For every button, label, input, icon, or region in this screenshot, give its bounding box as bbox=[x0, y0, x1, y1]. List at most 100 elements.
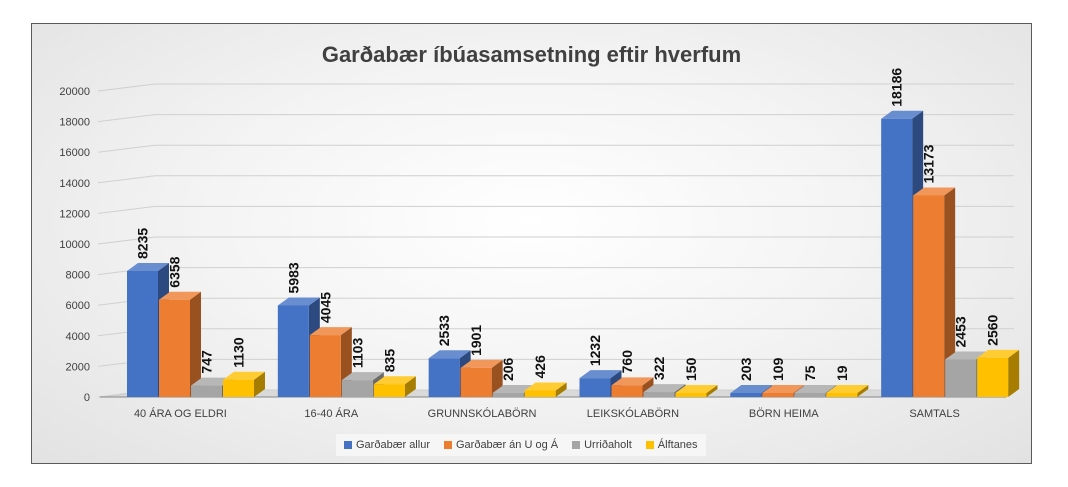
bar-front bbox=[643, 392, 675, 397]
gridline bbox=[97, 297, 1014, 306]
bar-top bbox=[945, 351, 988, 360]
bar-top bbox=[191, 377, 233, 386]
data-label: 1103 bbox=[349, 338, 365, 369]
data-label: 109 bbox=[770, 357, 786, 381]
data-label: 203 bbox=[738, 357, 754, 381]
bar-side bbox=[254, 371, 265, 397]
bar-side bbox=[706, 385, 718, 397]
bar-front bbox=[373, 384, 405, 397]
legend-swatch-3 bbox=[645, 441, 654, 449]
data-label: 18186 bbox=[889, 68, 905, 107]
legend-label-1: Garðabær án U og Á bbox=[455, 439, 559, 451]
x-tick-label: SAMTALS bbox=[909, 408, 960, 420]
legend-item-2: Urriðaholt bbox=[572, 439, 632, 451]
bar-side bbox=[944, 187, 956, 397]
bar-front bbox=[913, 195, 945, 397]
data-label: 322 bbox=[651, 357, 667, 381]
bar-front bbox=[579, 378, 611, 397]
bar-top bbox=[223, 371, 265, 380]
data-label: 760 bbox=[619, 350, 635, 374]
bar-top bbox=[730, 385, 773, 393]
bar-front bbox=[277, 305, 309, 397]
legend-label-3: Álftanes bbox=[657, 439, 698, 451]
x-tick-label: 16-40 ÁRA bbox=[304, 407, 358, 420]
bar-side bbox=[404, 376, 416, 397]
gridline bbox=[97, 144, 1014, 153]
y-tick-label: 20000 bbox=[59, 86, 90, 98]
legend-item-0: Garðabær allur bbox=[344, 439, 430, 451]
bar-top bbox=[675, 385, 718, 393]
bar-top bbox=[428, 350, 471, 359]
legend-swatch-2 bbox=[572, 441, 581, 449]
x-tick-label: BÖRN HEIMA bbox=[749, 408, 819, 420]
chart-title: Garðabær íbúasamsetning eftir hverfum bbox=[321, 42, 742, 67]
bar-top bbox=[977, 349, 1020, 358]
gridline bbox=[97, 114, 1014, 123]
data-label: 206 bbox=[500, 357, 516, 381]
bar bbox=[524, 382, 567, 397]
y-tick-label: 6000 bbox=[66, 300, 90, 312]
data-label: 6358 bbox=[167, 256, 183, 287]
bar-front bbox=[127, 271, 158, 397]
bar-front bbox=[191, 385, 222, 397]
y-tick-label: 16000 bbox=[59, 147, 90, 159]
gridline bbox=[97, 83, 1014, 92]
x-tick-label: LEIKSKÓLABÖRN bbox=[587, 407, 679, 420]
bar-top bbox=[762, 385, 805, 393]
bar-top bbox=[826, 385, 869, 393]
bar-top bbox=[913, 187, 956, 196]
bar bbox=[977, 349, 1020, 397]
bar-front bbox=[223, 379, 254, 397]
legend-swatch-0 bbox=[344, 441, 352, 449]
bar-top bbox=[159, 291, 201, 300]
data-label: 4045 bbox=[317, 292, 333, 323]
bar-front bbox=[309, 335, 341, 397]
bar bbox=[826, 385, 869, 397]
bar-side bbox=[857, 385, 869, 397]
bar-top bbox=[127, 263, 169, 272]
bar-front bbox=[881, 118, 913, 397]
bar bbox=[913, 187, 956, 397]
bar-top bbox=[579, 370, 622, 379]
bar-front bbox=[428, 358, 460, 397]
bar-top bbox=[309, 327, 352, 336]
bar-top bbox=[524, 382, 567, 391]
data-label: 747 bbox=[199, 350, 215, 374]
bar-top bbox=[341, 372, 384, 381]
data-label: 426 bbox=[532, 355, 548, 379]
chart-legend: Garðabær allur Garðabær án U og Á Urriða… bbox=[336, 434, 706, 456]
legend-label-0: Garðabær allur bbox=[356, 439, 430, 451]
data-label: 1232 bbox=[587, 335, 603, 366]
x-tick-label: 40 ÁRA OG ELDRI bbox=[134, 407, 227, 420]
gridline bbox=[97, 267, 1014, 276]
chart-frame: Garðabær íbúasamsetning eftir hverfum 0 2… bbox=[31, 23, 1032, 464]
legend-swatch-1 bbox=[443, 441, 452, 449]
data-label: 150 bbox=[683, 357, 699, 381]
bar-front bbox=[675, 393, 707, 397]
bar-front bbox=[159, 299, 190, 397]
bar-front bbox=[945, 359, 977, 397]
data-label: 2560 bbox=[985, 314, 1001, 345]
data-label: 13173 bbox=[921, 144, 937, 183]
x-tick-label: GRUNNSKÓLABÖRN bbox=[428, 407, 537, 420]
data-label: 5983 bbox=[285, 262, 301, 293]
gridline bbox=[97, 175, 1014, 184]
bar-top bbox=[492, 385, 535, 393]
bar-top bbox=[881, 110, 924, 119]
bar bbox=[675, 385, 718, 397]
data-label: 75 bbox=[802, 365, 818, 381]
bar-top bbox=[277, 297, 320, 306]
data-label: 19 bbox=[834, 365, 850, 381]
bar-side bbox=[555, 382, 567, 397]
bar-front bbox=[524, 390, 556, 397]
bar-top bbox=[460, 359, 503, 368]
y-tick-label: 10000 bbox=[59, 239, 90, 251]
data-label: 2533 bbox=[436, 315, 452, 346]
bar-front bbox=[794, 393, 826, 397]
bar-front bbox=[730, 393, 762, 397]
legend-item-3: Álftanes bbox=[645, 439, 698, 451]
bar-front bbox=[460, 367, 492, 397]
data-label: 2453 bbox=[953, 316, 969, 347]
legend-item-1: Garðabær án U og Á bbox=[443, 439, 559, 451]
bar-front bbox=[341, 380, 373, 397]
